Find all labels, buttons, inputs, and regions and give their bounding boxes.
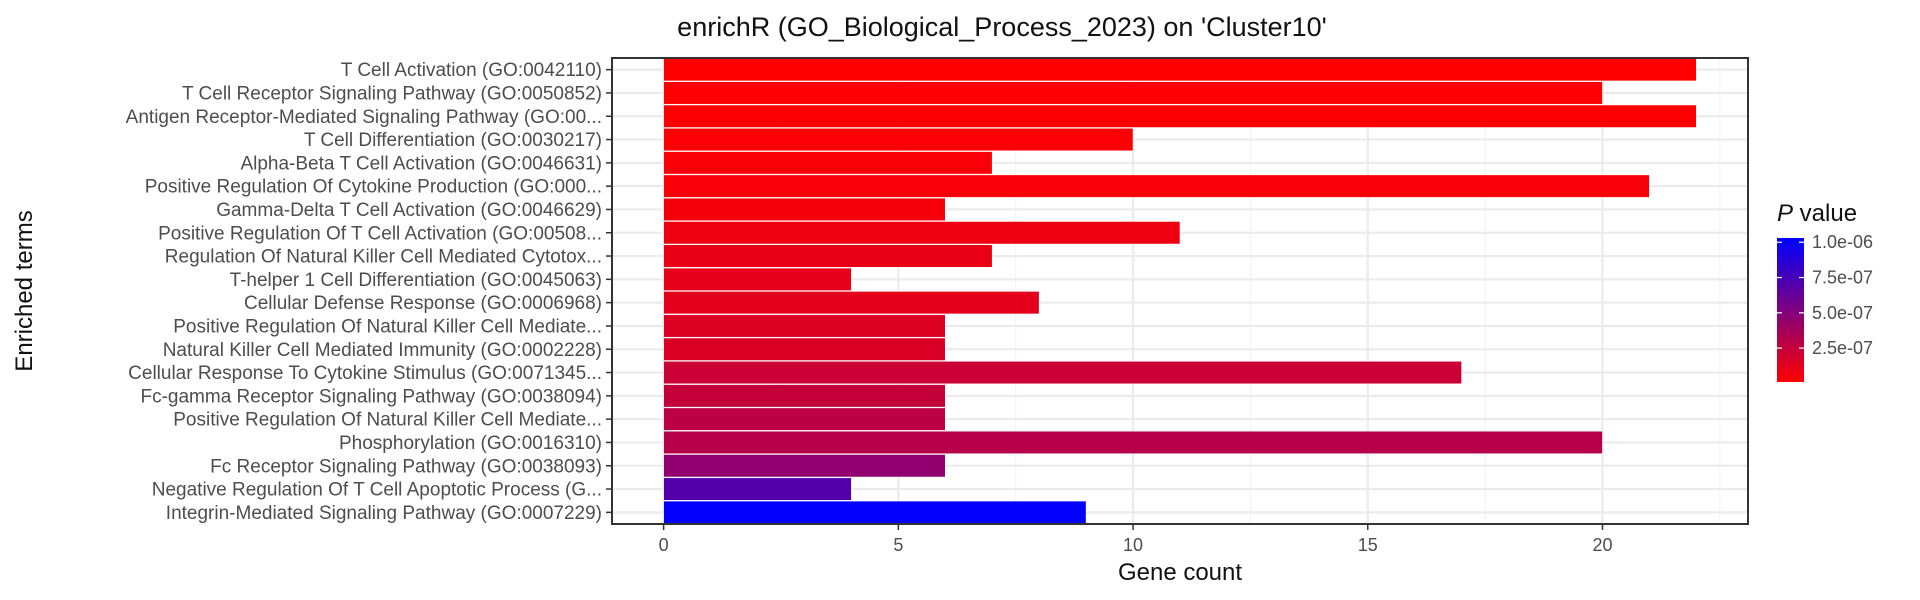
legend-label: 2.5e-07 xyxy=(1812,338,1873,358)
bar xyxy=(663,454,946,478)
bar xyxy=(663,337,946,361)
bar xyxy=(663,81,1603,105)
y-tick-label: Cellular Defense Response (GO:0006968) xyxy=(244,293,602,314)
bars xyxy=(663,58,1697,524)
y-tick-label: Integrin-Mediated Signaling Pathway (GO:… xyxy=(166,503,602,524)
legend-label: 5.0e-07 xyxy=(1812,303,1873,323)
chart-title: enrichR (GO_Biological_Process_2023) on … xyxy=(677,12,1327,42)
bar xyxy=(663,267,852,291)
y-tick-label: Positive Regulation Of T Cell Activation… xyxy=(158,223,602,244)
legend: P value 1.0e-06 7.5e-07 5.0e-07 2.5e-07 xyxy=(1777,200,1873,382)
y-tick-label: T-helper 1 Cell Differentiation (GO:0045… xyxy=(230,270,602,291)
y-axis-ticks: T Cell Activation (GO:0042110)T Cell Rec… xyxy=(126,60,612,524)
bar xyxy=(663,58,1697,82)
bar xyxy=(663,104,1697,128)
bar xyxy=(663,314,946,338)
x-axis-title: Gene count xyxy=(1118,559,1242,586)
y-tick-label: Alpha-Beta T Cell Activation (GO:0046631… xyxy=(240,153,602,174)
y-tick-label: Regulation Of Natural Killer Cell Mediat… xyxy=(165,247,602,268)
y-tick-label: T Cell Activation (GO:0042110) xyxy=(341,60,602,81)
y-tick-label: Antigen Receptor-Mediated Signaling Path… xyxy=(126,107,602,128)
y-tick-label: Positive Regulation Of Natural Killer Ce… xyxy=(173,410,602,431)
bar xyxy=(663,360,1462,385)
bar xyxy=(663,291,1040,315)
panel-border xyxy=(611,57,1749,525)
bar xyxy=(663,244,993,268)
y-tick-label: Phosphorylation (GO:0016310) xyxy=(339,433,602,454)
x-tick-label: 20 xyxy=(1592,535,1612,555)
bar xyxy=(663,384,946,408)
legend-label: 1.0e-06 xyxy=(1812,232,1873,252)
x-tick-label: 0 xyxy=(659,535,669,555)
legend-ticks: 1.0e-06 7.5e-07 5.0e-07 2.5e-07 xyxy=(1777,232,1873,358)
x-tick-label: 15 xyxy=(1358,535,1378,555)
bar xyxy=(663,127,1134,152)
y-axis-title: Enriched terms xyxy=(11,210,38,371)
plot-panel xyxy=(612,58,1748,524)
bar xyxy=(663,174,1650,198)
y-tick-label: Gamma-Delta T Cell Activation (GO:004662… xyxy=(216,200,602,221)
y-tick-label: Positive Regulation Of Natural Killer Ce… xyxy=(173,316,602,337)
x-tick-label: 5 xyxy=(893,535,903,555)
y-tick-label: Natural Killer Cell Mediated Immunity (G… xyxy=(163,340,602,361)
y-tick-label: Fc Receptor Signaling Pathway (GO:003809… xyxy=(210,456,602,477)
legend-colorbar xyxy=(1777,238,1804,382)
y-tick-label: T Cell Differentiation (GO:0030217) xyxy=(304,130,602,151)
bar xyxy=(663,221,1181,245)
legend-label: 7.5e-07 xyxy=(1812,268,1873,288)
legend-title: P value xyxy=(1777,200,1857,227)
bar xyxy=(663,197,946,222)
legend-title-rest: value xyxy=(1793,200,1857,227)
y-tick-label: Cellular Response To Cytokine Stimulus (… xyxy=(128,363,602,384)
bar xyxy=(663,500,1087,524)
panel-background xyxy=(612,58,1748,524)
x-axis-ticks: 0 5 10 15 20 xyxy=(659,524,1612,555)
legend-title-italic: P xyxy=(1777,200,1793,227)
y-tick-label: T Cell Receptor Signaling Pathway (GO:00… xyxy=(182,83,602,104)
y-tick-label: Fc-gamma Receptor Signaling Pathway (GO:… xyxy=(140,386,602,407)
y-tick-label: Positive Regulation Of Cytokine Producti… xyxy=(145,177,602,198)
bar xyxy=(663,430,1603,455)
x-tick-label: 10 xyxy=(1123,535,1143,555)
bar xyxy=(663,407,946,431)
bar xyxy=(663,151,993,175)
bar xyxy=(663,477,852,501)
y-tick-label: Negative Regulation Of T Cell Apoptotic … xyxy=(152,480,602,501)
